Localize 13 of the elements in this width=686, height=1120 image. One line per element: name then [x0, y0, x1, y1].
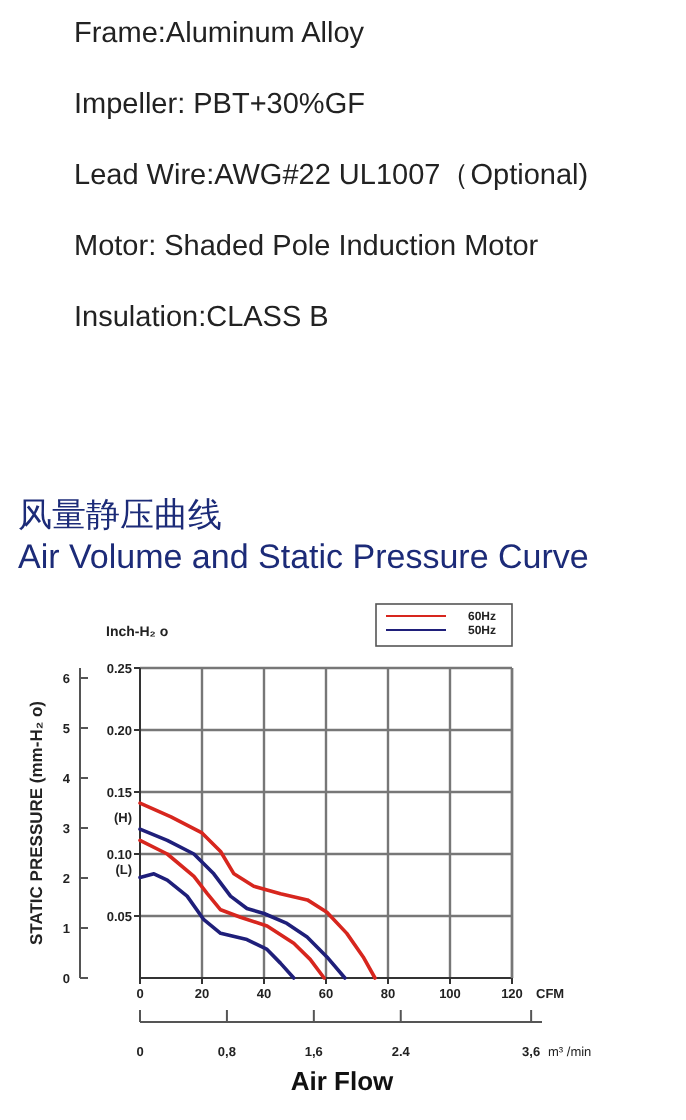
text: Impeller: PBT+30%GF — [74, 89, 366, 121]
line-series — [138, 838, 326, 980]
y-axis-title: STATIC PRESSURE (mm-H₂ o) — [26, 700, 46, 945]
line-series — [138, 827, 347, 980]
chart-title: 风量静压曲线 — [18, 496, 222, 534]
text: Lead Wire:AWG#22 UL1007（Optional) — [74, 160, 589, 192]
text: Motor: Shaded Pole Induction Motor — [74, 231, 539, 263]
line-series — [138, 872, 296, 980]
text: Frame:Aluminum Alloy — [74, 18, 366, 50]
text: Air Flow — [290, 1066, 396, 1096]
line-series — [138, 801, 377, 980]
text: Insulation:CLASS B — [74, 302, 329, 334]
chart-subtitle: Air Volume and Static Pressure Curve — [18, 538, 589, 576]
